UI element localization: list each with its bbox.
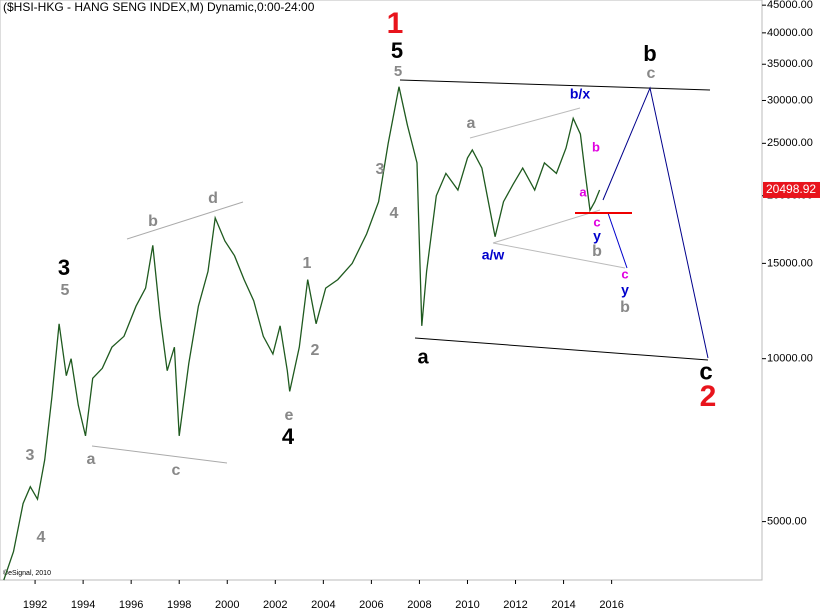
- wave-label: a: [417, 346, 429, 368]
- wave-label: 4: [282, 424, 295, 449]
- wave-label: b: [643, 41, 656, 66]
- wave-label: c: [621, 266, 628, 281]
- last-value-box: [763, 181, 820, 198]
- wave-label: e: [285, 407, 294, 424]
- wave-label: 1: [387, 7, 404, 40]
- y-tick-label: 40000.00: [767, 27, 813, 39]
- wave-label: c: [647, 65, 656, 82]
- y-tick-label: 5000.00: [767, 516, 807, 528]
- y-tick-label: 35000.00: [767, 58, 813, 70]
- wave-label: 4: [37, 529, 46, 546]
- wave-label: c: [172, 462, 181, 479]
- wave-label: 1: [303, 255, 312, 272]
- y-tick-label: 45000.00: [767, 0, 813, 11]
- channel-line: [492, 209, 601, 244]
- channel-line: [91, 445, 228, 464]
- wave-label: 5: [61, 282, 70, 299]
- wave-label: a: [579, 184, 587, 199]
- wave-label: 5: [394, 63, 402, 80]
- wave-label: a: [467, 115, 476, 132]
- trend-lines: [91, 79, 711, 464]
- wave-label: a: [87, 451, 96, 468]
- x-tick-label: 1996: [119, 599, 143, 611]
- last-value-label: 20498.92: [766, 182, 816, 196]
- x-tick-label: 2010: [455, 599, 479, 611]
- x-tick-label: 2006: [359, 599, 383, 611]
- wave-label: c: [699, 358, 712, 385]
- wave-label: b: [592, 243, 602, 260]
- channel-line: [414, 337, 709, 361]
- wave-label: 3: [26, 447, 35, 464]
- x-tick-label: 1992: [23, 599, 47, 611]
- forecast-line: [602, 86, 709, 359]
- wave-label: d: [208, 190, 218, 207]
- price-line: [3, 86, 601, 581]
- x-tick-label: 2016: [599, 599, 623, 611]
- wave-label: y: [621, 282, 629, 298]
- wave-label: c: [593, 214, 600, 229]
- y-tick-label: 15000.00: [767, 257, 813, 269]
- x-tick-label: 1998: [167, 599, 191, 611]
- x-tick-label: 2004: [311, 599, 335, 611]
- plot-area: [0, 0, 763, 581]
- wave-label: 3: [58, 255, 70, 280]
- y-tick-label: 25000.00: [767, 137, 813, 149]
- chart-title: ($HSI-HKG - HANG SENG INDEX,M) Dynamic,0…: [3, 0, 315, 14]
- wave-label: b: [148, 213, 158, 230]
- x-tick-label: 2002: [263, 599, 287, 611]
- wave-label: y: [593, 228, 601, 244]
- copyright: ©eSignal, 2010: [3, 569, 51, 577]
- channel-line: [492, 242, 626, 269]
- wave-label: 2: [311, 342, 320, 359]
- x-tick-label: 2000: [215, 599, 239, 611]
- wave-label: 3: [376, 161, 385, 178]
- wave-label: b: [592, 139, 600, 154]
- wave-label: b/x: [570, 86, 590, 102]
- x-tick-label: 2012: [503, 599, 527, 611]
- channel-line: [469, 107, 581, 139]
- wave-label: a/w: [482, 247, 505, 263]
- y-tick-label: 30000.00: [767, 94, 813, 106]
- wave-label: 4: [390, 205, 399, 222]
- wave-label: b: [620, 299, 630, 316]
- x-tick-label: 2008: [407, 599, 431, 611]
- forecast-line: [607, 212, 628, 269]
- wave-label: 2: [700, 380, 717, 413]
- channel-line: [399, 79, 711, 91]
- x-tick-label: 2014: [551, 599, 575, 611]
- channel-line: [126, 201, 244, 240]
- y-tick-label: 10000.00: [767, 353, 813, 365]
- x-tick-label: 1994: [71, 599, 95, 611]
- wave-label: 5: [391, 38, 403, 63]
